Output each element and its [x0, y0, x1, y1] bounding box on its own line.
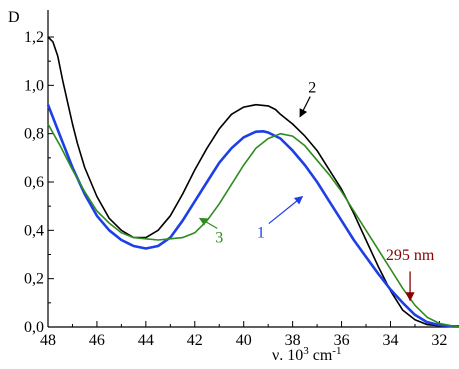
- spectral-curves: [46, 36, 459, 328]
- x-axis-label-unit-exp: -1: [332, 345, 341, 357]
- series-line-3: [47, 123, 459, 328]
- x-tick-label: 42: [187, 332, 203, 349]
- x-tick-label: 36: [334, 332, 350, 349]
- y-tick-label: 0,0: [24, 319, 44, 336]
- series-line-2: [47, 36, 459, 327]
- y-axis-label: D: [8, 9, 20, 26]
- x-tick-label: 38: [285, 332, 301, 349]
- curve-labels: 2 1 3 295 nm: [198, 80, 435, 302]
- y-tick-label: 0,8: [24, 126, 44, 143]
- y-tick-label: 1,0: [24, 77, 44, 94]
- series-label-arrow-3: [198, 217, 218, 229]
- x-axis-label-exp: 3: [303, 345, 309, 357]
- y-tick-label: 0,6: [24, 174, 44, 191]
- x-tick-label: 34: [383, 332, 399, 349]
- y-tick-label: 1,2: [24, 29, 44, 46]
- series-label-2: 2: [308, 80, 316, 97]
- x-axis-label: ν. 103 cm-1: [272, 345, 341, 364]
- series-label-1: 1: [257, 225, 265, 242]
- x-tick-label: 46: [89, 332, 105, 349]
- x-tick-label: 48: [40, 332, 56, 349]
- series-label-arrow-1: [268, 195, 304, 225]
- x-tick-label: 32: [431, 332, 447, 349]
- annotation-wavelength-label: 295 nm: [386, 247, 435, 264]
- series-label-arrow-2: [299, 96, 311, 118]
- x-axis-label-main: ν. 10: [272, 347, 303, 364]
- x-tick-label: 40: [236, 332, 252, 349]
- y-tick-label: 0,4: [24, 222, 44, 239]
- x-axis-label-unit: cm: [309, 347, 333, 364]
- series-line-1: [46, 104, 459, 328]
- y-tick-label: 0,2: [24, 271, 44, 288]
- x-tick-label: 44: [138, 332, 154, 349]
- axis-ticks: 48 46 44 42 40 38 36 34 320,00,20,40,60,81,01,2: [24, 29, 447, 349]
- series-label-3: 3: [215, 229, 223, 246]
